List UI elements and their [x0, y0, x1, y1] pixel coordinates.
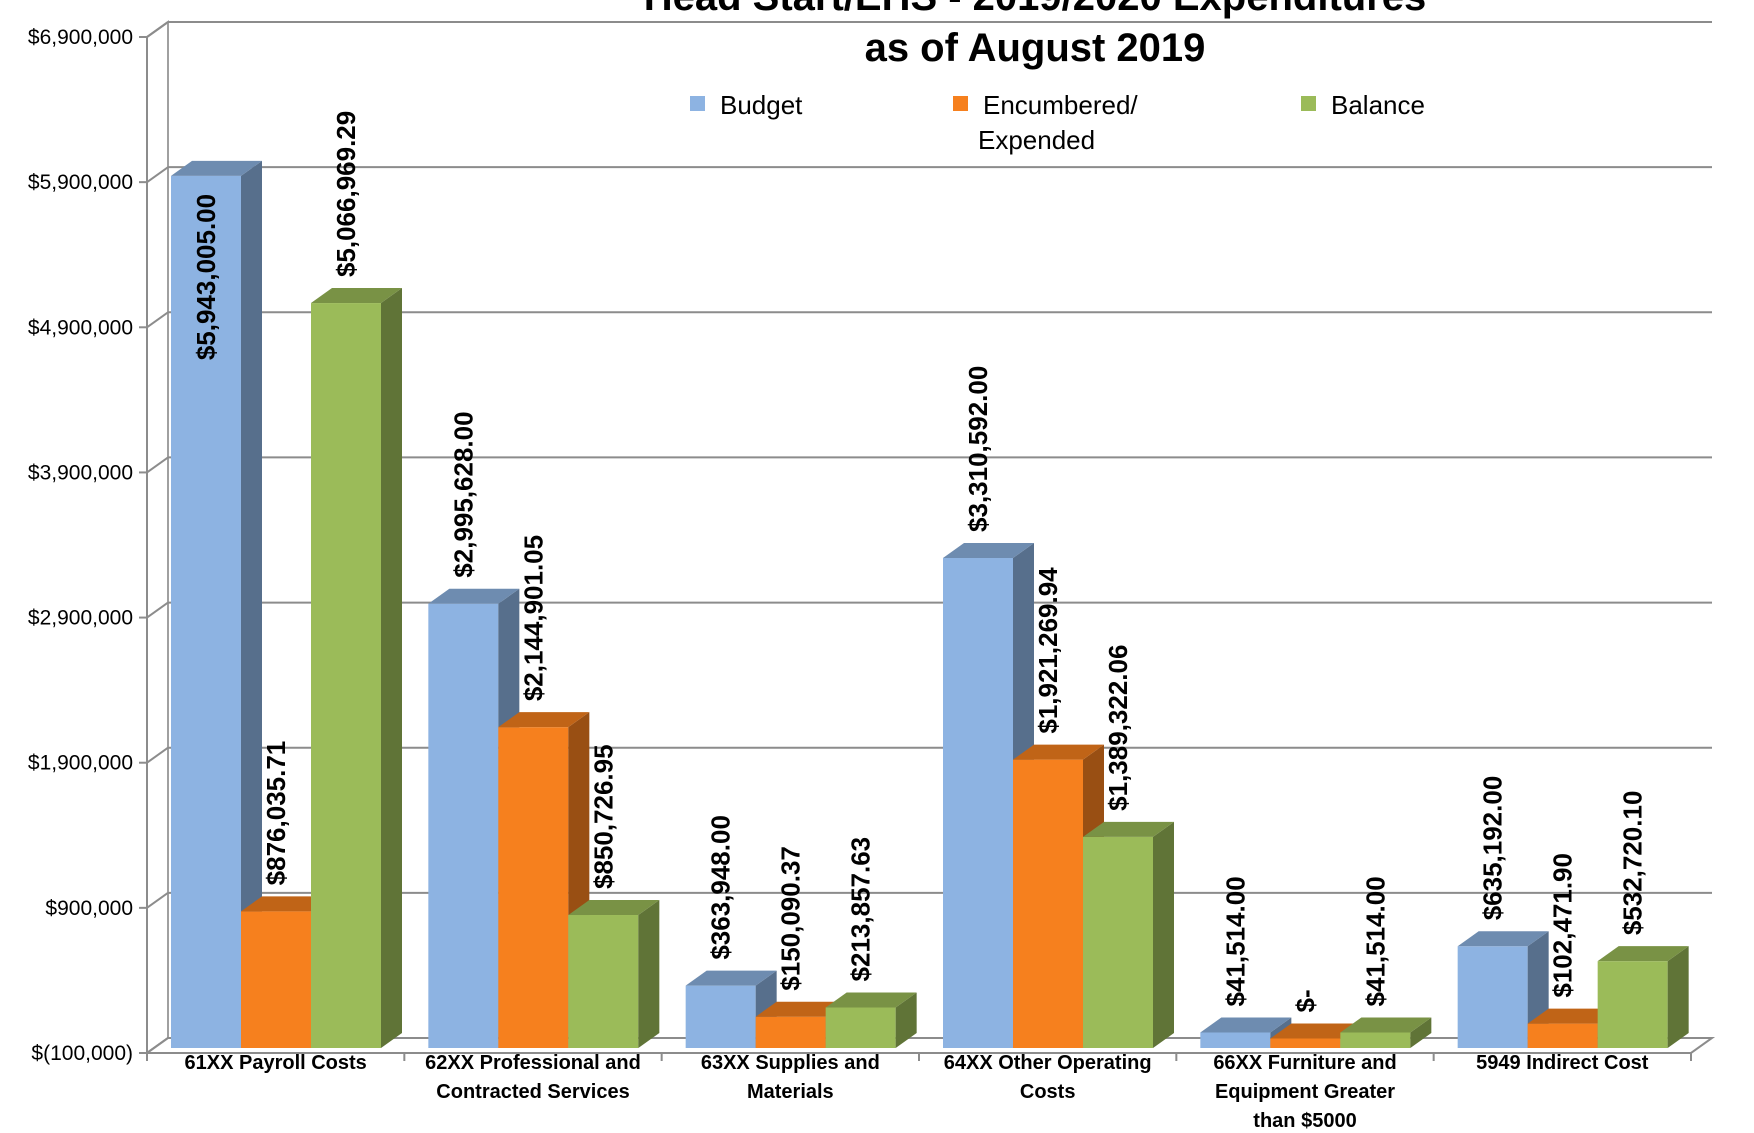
bar-top [755, 1001, 847, 1017]
legend-label: Encumbered/ [983, 90, 1138, 120]
data-label: $1,921,269.94 [1033, 567, 1063, 734]
legend-swatch [953, 96, 968, 111]
data-label: $3,310,592.00 [963, 366, 993, 532]
bar-top [568, 900, 660, 916]
legend-label: Expended [978, 125, 1095, 155]
legend-swatch [1301, 96, 1316, 111]
bar [568, 915, 639, 1048]
bar [825, 1007, 896, 1048]
bar-top [1597, 946, 1689, 962]
category-label: 63XX Supplies and [701, 1052, 880, 1074]
y-tick-label: $4,900,000 [28, 316, 133, 339]
bar-top [1527, 1008, 1619, 1024]
data-label: $41,514.00 [1220, 876, 1250, 1006]
category-label: Costs [1020, 1081, 1076, 1103]
y-tick-label: $1,900,000 [28, 752, 133, 775]
bar [311, 303, 381, 1049]
gridline-side [146, 892, 169, 909]
data-label: $5,066,969.29 [331, 111, 361, 277]
side-wall [146, 20, 169, 1055]
category-label: 61XX Payroll Costs [185, 1052, 367, 1074]
data-label: $102,471.90 [1548, 853, 1578, 998]
data-label: $2,995,628.00 [448, 411, 478, 577]
category-label: than $5000 [1253, 1110, 1356, 1132]
data-label: $5,943,005.00 [191, 194, 221, 360]
y-tick-label: $(100,000) [31, 1042, 133, 1065]
bar [428, 603, 499, 1048]
category-label: Materials [747, 1081, 834, 1103]
bar-top [171, 160, 262, 176]
bar [1083, 836, 1153, 1048]
legend-swatch [690, 96, 705, 111]
bar-top [1200, 1017, 1292, 1033]
chart-title: Head Start/EHS - 2019/2020 Expenditures [644, 0, 1427, 19]
bar-side [638, 900, 660, 1048]
bar-side [895, 992, 917, 1048]
category-label: Contracted Services [436, 1081, 629, 1103]
data-label: $363,948.00 [706, 815, 736, 960]
data-label: $876,035.71 [261, 741, 291, 886]
gridline-side [146, 456, 169, 474]
legend-label: Balance [1331, 90, 1425, 120]
bar [1340, 1032, 1411, 1048]
bar [755, 1016, 826, 1048]
bar-side [1410, 1017, 1432, 1048]
y-tick-label: $5,900,000 [28, 171, 133, 194]
bar-top [1270, 1023, 1362, 1039]
y-tick-label: $3,900,000 [28, 461, 133, 484]
bar-top [311, 288, 402, 304]
bar [1013, 759, 1083, 1048]
data-label: $635,192.00 [1478, 776, 1508, 921]
bar [241, 911, 311, 1048]
bar-top [825, 992, 917, 1008]
data-label: $850,726.95 [588, 744, 618, 889]
chart-title: as of August 2019 [865, 26, 1206, 70]
bar [685, 985, 756, 1048]
bar-top [1457, 931, 1549, 947]
bar-top [685, 970, 777, 986]
bar-side [381, 288, 402, 1049]
bar-side [1667, 946, 1689, 1048]
data-label: $532,720.10 [1618, 791, 1648, 936]
category-label: 64XX Other Operating [944, 1052, 1152, 1074]
bar-top [241, 896, 332, 912]
bar [1597, 961, 1668, 1048]
data-label: $150,090.37 [776, 846, 806, 991]
data-label: $2,144,901.05 [518, 535, 548, 701]
y-tick-label: $2,900,000 [28, 607, 133, 630]
y-tick-label: $900,000 [45, 897, 133, 920]
data-label: $213,857.63 [846, 837, 876, 982]
bar-top [498, 712, 590, 728]
category-label: 62XX Professional and [425, 1052, 641, 1074]
gridline-side [146, 601, 169, 619]
bar-top [1340, 1017, 1432, 1033]
gridline-side [146, 311, 169, 329]
gridline-side [146, 21, 169, 38]
bar-side [1153, 821, 1174, 1048]
category-label: 5949 Indirect Cost [1476, 1052, 1649, 1074]
bar [498, 727, 569, 1048]
category-label: 66XX Furniture and [1213, 1052, 1396, 1074]
gridline-side [146, 166, 169, 183]
category-label: Equipment Greater [1215, 1081, 1395, 1103]
y-tick-label: $6,900,000 [28, 26, 133, 49]
data-label: $1,389,322.06 [1103, 645, 1133, 811]
bar-top [1013, 744, 1104, 760]
bar [1527, 1023, 1598, 1048]
data-label: $- [1290, 989, 1320, 1012]
legend-label: Budget [720, 90, 803, 120]
bar-side [241, 160, 262, 1048]
bar [1457, 946, 1528, 1048]
bar-top [943, 542, 1034, 558]
bar [1270, 1038, 1341, 1048]
bar [943, 557, 1013, 1048]
gridline-side [146, 746, 169, 764]
bar [171, 175, 241, 1048]
bar [1200, 1032, 1271, 1048]
bar-top [428, 588, 520, 604]
bar-top [1083, 821, 1174, 837]
data-label: $41,514.00 [1360, 876, 1390, 1006]
